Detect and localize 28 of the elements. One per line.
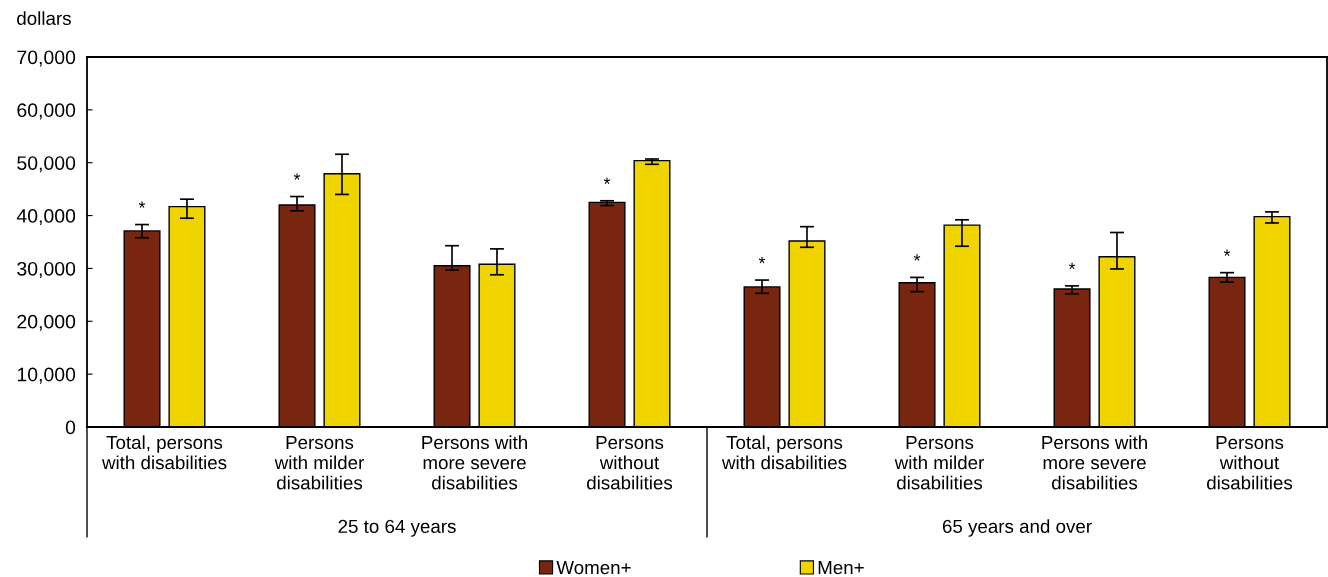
y-tick-label: 10,000 [17,367,76,384]
y-tick-label: 30,000 [17,261,76,278]
y-tick-label: 40,000 [16,209,76,226]
x-tick-label: Total, persons with disabilities [721,435,847,470]
y-tick-label: 60,000 [17,103,76,120]
x-tick-label: Persons with more severe disabilities [1042,435,1147,490]
data-label: * [913,254,921,261]
legend-label: Men+ [818,561,864,575]
x-tick-label: Persons with more severe disabilities [422,435,527,490]
x-tick-label: Persons with milder disabilities [274,436,364,490]
x-tick-label: Persons with milder disabilities [894,436,984,490]
x-tick-label: Persons without disabilities [587,436,673,490]
y-tick-label: 0 [65,420,76,435]
text: 25 to 64 years [338,519,456,537]
x-tick-label: Persons without disabilities [1207,436,1293,490]
y-axis-title: dollars [17,11,71,26]
data-label: * [1068,262,1076,270]
y-tick-label: 70,000 [17,50,76,67]
data-label: * [758,256,766,264]
text: 65 years and over [942,519,1092,537]
y-tick-label: 20,000 [17,314,76,331]
y-tick-label: 50,000 [17,156,76,173]
data-label: * [138,201,146,208]
x-tick-label: Total, persons with disabilities [101,435,227,470]
data-label: * [1223,249,1231,256]
data-label: * [603,177,611,184]
legend-label: Women+ [556,561,631,575]
data-label: * [293,173,301,180]
